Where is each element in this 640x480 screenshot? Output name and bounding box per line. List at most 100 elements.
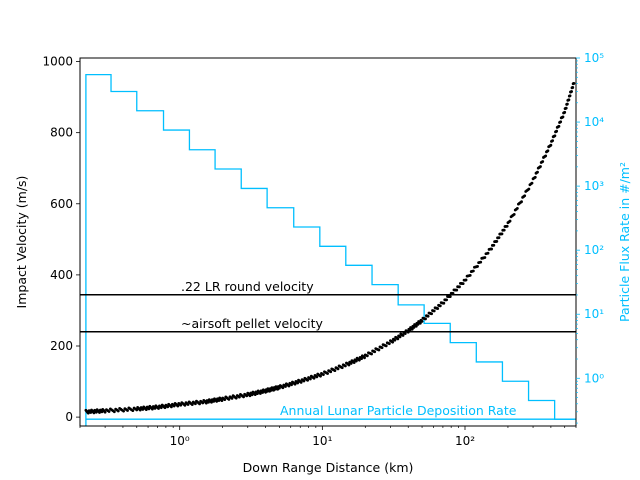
- velocity-point: [198, 402, 201, 406]
- velocity-point: [479, 260, 483, 264]
- velocity-point: [523, 194, 527, 198]
- velocity-point: [352, 361, 356, 364]
- velocity-point: [103, 410, 107, 414]
- velocity-point: [147, 407, 151, 411]
- velocity-point: [557, 124, 561, 128]
- reference-label-1: ~airsoft pellet velocity: [181, 316, 324, 331]
- velocity-point: [302, 379, 306, 383]
- velocity-point: [315, 375, 319, 379]
- velocity-point: [508, 219, 512, 223]
- velocity-point: [455, 288, 459, 292]
- y2-tick-label: 10²: [584, 243, 604, 257]
- y-tick-label: 1000: [42, 55, 73, 69]
- velocity-point: [568, 94, 572, 98]
- flux-histogram: Annual Lunar Particle Deposition Rate: [85, 73, 576, 426]
- velocity-point: [201, 401, 205, 405]
- velocity-point: [112, 410, 116, 414]
- velocity-point: [299, 381, 303, 384]
- y2-tick-label: 10³: [584, 179, 604, 193]
- velocity-point: [471, 269, 475, 273]
- y2-axis-label: Particle Flux Rate in #/m²: [617, 162, 632, 322]
- velocity-point: [398, 335, 402, 339]
- velocity-point: [536, 170, 539, 174]
- velocity-point: [520, 200, 523, 204]
- x-axis-label: Down Range Distance (km): [243, 460, 414, 475]
- velocity-point: [432, 309, 436, 313]
- plot-frame: [79, 57, 577, 427]
- velocity-point: [329, 370, 333, 374]
- velocity-point: [448, 295, 452, 299]
- y-axis-label: Impact Velocity (m/s): [14, 176, 29, 309]
- velocity-point: [306, 378, 310, 382]
- velocity-point: [458, 285, 461, 289]
- velocity-point: [424, 317, 427, 321]
- velocity-point: [420, 320, 424, 323]
- velocity-point: [530, 181, 534, 185]
- velocity-point: [363, 356, 366, 360]
- velocity-point: [312, 376, 316, 380]
- velocity-point: [284, 385, 287, 388]
- velocity-point: [551, 139, 555, 143]
- velocity-point: [107, 410, 111, 413]
- velocity-point: [336, 367, 340, 371]
- velocity-point: [505, 224, 509, 228]
- velocity-point: [278, 386, 281, 390]
- velocity-point: [393, 338, 397, 342]
- velocity-point: [227, 398, 231, 401]
- velocity-point: [296, 381, 300, 385]
- velocity-point: [563, 110, 567, 114]
- flux-step-line: [85, 73, 574, 426]
- velocity-point: [237, 395, 241, 399]
- velocity-point: [416, 323, 420, 326]
- velocity-point: [497, 236, 501, 240]
- velocity-point: [410, 327, 414, 331]
- velocity-point: [360, 357, 363, 361]
- velocity-point: [544, 154, 548, 158]
- velocity-point: [131, 409, 135, 413]
- velocity-point: [377, 348, 381, 352]
- velocity-point: [438, 304, 442, 308]
- velocity-point: [572, 81, 576, 85]
- velocity-point: [396, 337, 400, 341]
- velocity-point: [486, 251, 490, 255]
- velocity-point: [293, 382, 297, 386]
- y2-tick-label: 10¹: [584, 307, 604, 321]
- velocity-point: [370, 352, 373, 356]
- velocity-point: [326, 372, 329, 375]
- velocity-point: [166, 405, 170, 409]
- velocity-point: [412, 326, 416, 329]
- velocity-point: [391, 340, 395, 344]
- x-axis-ticks: 10⁰ 10¹ 10²: [79, 426, 577, 448]
- velocity-point: [159, 406, 163, 410]
- velocity-point: [553, 134, 557, 138]
- velocity-point: [406, 330, 410, 334]
- velocity-point: [408, 329, 412, 332]
- velocity-point: [483, 256, 487, 259]
- velocity-point: [281, 386, 285, 390]
- velocity-point: [179, 403, 183, 407]
- velocity-point: [319, 374, 322, 378]
- velocity-point: [461, 282, 465, 285]
- velocity-point: [242, 395, 245, 399]
- velocity-point: [570, 90, 574, 93]
- velocity-points: [84, 81, 576, 415]
- velocity-point: [561, 115, 565, 119]
- velocity-point: [502, 228, 506, 232]
- velocity-point: [220, 399, 224, 402]
- velocity-point: [546, 149, 550, 153]
- velocity-point: [468, 273, 472, 277]
- y-axis-ticks: 0 200 400 600 800 1000: [42, 55, 80, 424]
- velocity-point: [349, 362, 353, 365]
- velocity-point: [141, 408, 145, 411]
- velocity-point: [138, 408, 142, 412]
- velocity-point: [426, 314, 430, 318]
- velocity-point: [403, 332, 407, 336]
- velocity-point: [357, 358, 361, 362]
- velocity-point: [387, 342, 391, 346]
- velocity-point: [564, 106, 568, 110]
- y-tick-label: 0: [65, 410, 73, 424]
- velocity-point: [373, 350, 377, 354]
- velocity-point: [567, 98, 571, 102]
- velocity-point: [290, 383, 293, 387]
